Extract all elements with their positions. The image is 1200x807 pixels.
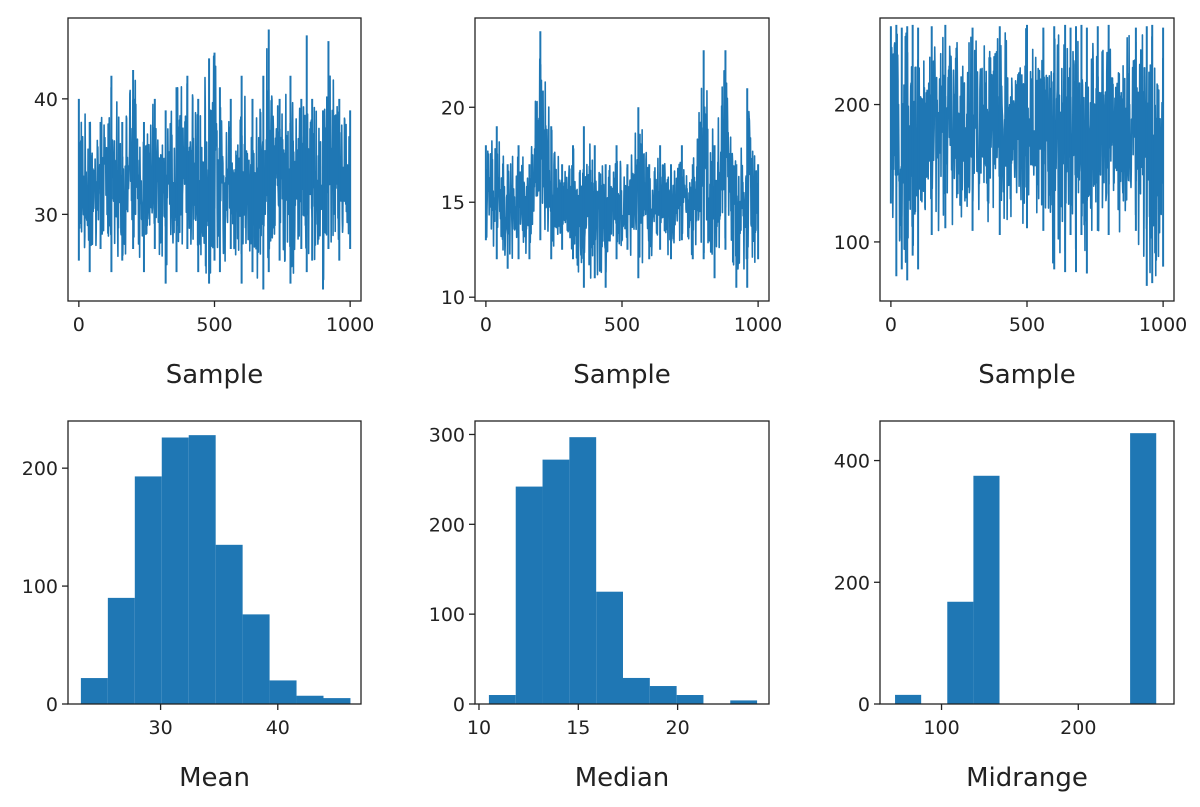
- y-tick-label: 30: [34, 204, 58, 226]
- x-axis-title: Median: [575, 763, 670, 793]
- histogram-bar: [488, 695, 516, 704]
- x-tick-label: 30: [148, 717, 172, 739]
- histogram-bar: [676, 695, 704, 704]
- y-tick-label: 100: [834, 232, 870, 254]
- x-tick-label: 500: [604, 314, 640, 336]
- histogram-bar: [215, 544, 243, 704]
- subplot-2: 0 500 1000 10 15 20 Sample: [441, 17, 782, 390]
- subplot-6: 100 200 0 200 400 Midrange: [834, 420, 1175, 793]
- histogram-bar: [730, 700, 758, 704]
- x-tick-label: 0: [885, 314, 897, 336]
- y-tick-label: 0: [46, 694, 58, 716]
- plot-area: [488, 437, 758, 704]
- x-tick-label: 0: [73, 314, 85, 336]
- y-tick-label: 0: [858, 694, 870, 716]
- x-tick-label: 200: [1060, 717, 1096, 739]
- subplot-3: 0 500 1000 100 200 Sample: [834, 17, 1187, 390]
- histogram-bar: [242, 614, 270, 704]
- y-tick-label: 100: [429, 604, 465, 626]
- y-tick-label: 40: [34, 89, 58, 111]
- histogram-bar: [107, 597, 135, 704]
- y-tick-label: 200: [429, 514, 465, 536]
- plot-area: [484, 31, 760, 288]
- y-tick-label: 20: [441, 97, 465, 119]
- plot-area: [889, 24, 1165, 286]
- histogram-bar: [188, 435, 216, 704]
- y-tick-label: 200: [22, 458, 58, 480]
- x-tick-label: 1000: [326, 314, 374, 336]
- histogram-bar: [947, 601, 974, 704]
- plot-area: [77, 29, 352, 290]
- histogram-bar: [1130, 433, 1157, 704]
- histogram-bar: [895, 694, 922, 704]
- plot-area: [895, 433, 1157, 704]
- x-tick-label: 20: [666, 717, 690, 739]
- x-axis-title: Sample: [166, 360, 264, 390]
- histogram-bar: [323, 698, 351, 704]
- axes-frame: [67, 420, 362, 705]
- y-tick-label: 100: [22, 576, 58, 598]
- histogram-bar: [296, 695, 324, 704]
- histogram-bar: [622, 677, 650, 704]
- y-tick-label: 10: [441, 287, 465, 309]
- histogram-bar: [596, 591, 623, 704]
- x-tick-label: 0: [480, 314, 492, 336]
- x-tick-label: 500: [1009, 314, 1045, 336]
- x-axis-title: Mean: [179, 763, 250, 793]
- histogram-bar: [542, 459, 570, 704]
- x-axis-title: Midrange: [966, 763, 1088, 793]
- histogram-bar: [569, 437, 597, 704]
- histogram-bar: [649, 686, 677, 704]
- axes-frame: [879, 420, 1175, 705]
- y-tick-label: 400: [834, 451, 870, 473]
- plot-area: [80, 435, 351, 704]
- x-tick-label: 15: [566, 717, 590, 739]
- histogram-bar: [134, 476, 162, 704]
- x-tick-label: 1000: [1139, 314, 1187, 336]
- x-tick-label: 500: [196, 314, 232, 336]
- histogram-bar: [161, 437, 189, 704]
- y-tick-label: 0: [453, 694, 465, 716]
- histogram-bar: [269, 680, 297, 704]
- axes-frame: [474, 420, 770, 705]
- x-axis-title: Sample: [573, 360, 671, 390]
- y-tick-label: 300: [429, 424, 465, 446]
- x-tick-label: 40: [266, 717, 290, 739]
- histogram-bar: [80, 678, 108, 704]
- histogram-bar: [515, 486, 543, 704]
- subplot-1: 0 500 1000 30 40 Sample: [34, 17, 374, 390]
- x-tick-label: 1000: [734, 314, 782, 336]
- y-tick-label: 200: [834, 572, 870, 594]
- x-tick-label: 100: [923, 717, 959, 739]
- x-tick-label: 10: [467, 717, 491, 739]
- subplot-4: 30 40 0 100 200 Mean: [22, 420, 362, 793]
- x-axis-title: Sample: [978, 360, 1076, 390]
- y-tick-label: 200: [834, 95, 870, 117]
- y-tick-label: 15: [441, 192, 465, 214]
- series-line: [485, 58, 759, 279]
- histogram-bar: [973, 475, 1000, 704]
